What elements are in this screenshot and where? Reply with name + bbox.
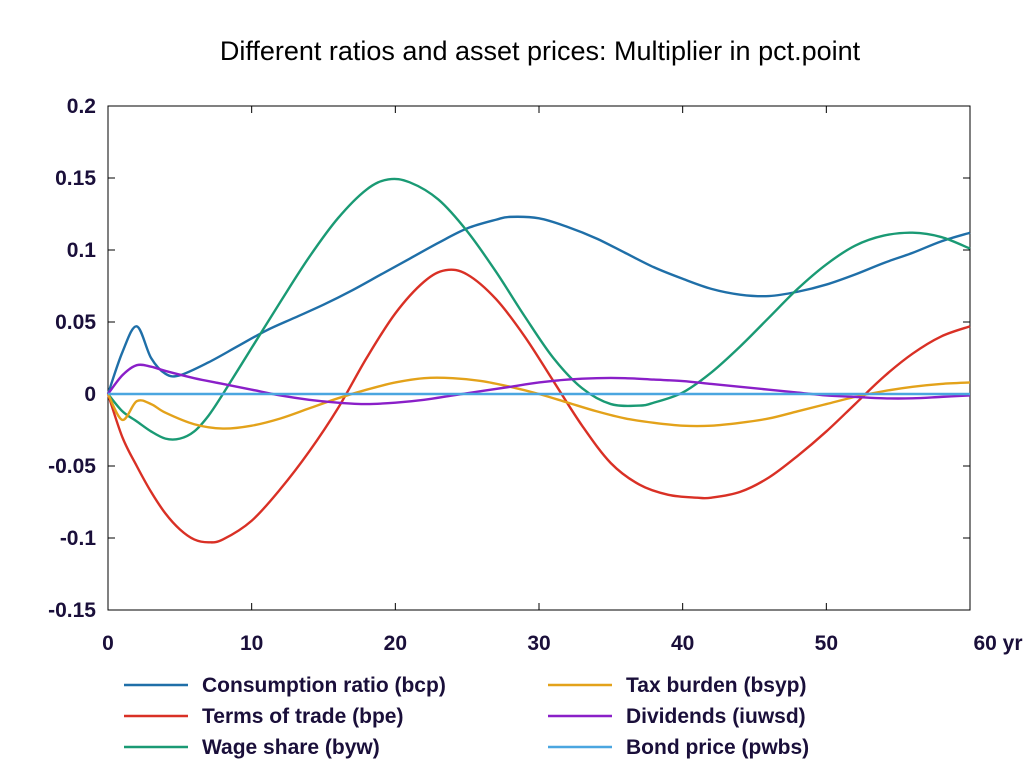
y-tick-label: 0.15: [55, 167, 96, 190]
series-lines: [106, 177, 971, 544]
series-line-3: [106, 376, 971, 430]
x-tick-label: 30: [527, 632, 550, 655]
y-tick-label: 0.2: [67, 95, 96, 118]
legend-label: Terms of trade (bpe): [202, 705, 403, 728]
y-tick-label: -0.1: [60, 527, 97, 550]
y-tick-label: -0.15: [48, 599, 96, 622]
legend-label: Dividends (iuwsd): [626, 705, 806, 728]
y-axis: -0.15 -0.1 -0.05 0 0.05 0.1 0.15 0.2: [48, 95, 970, 622]
legend-label: Tax burden (bsyp): [626, 674, 806, 697]
legend-label: Consumption ratio (bcp): [202, 674, 446, 697]
x-tick-label: 0: [102, 632, 114, 655]
legend-label: Bond price (pwbs): [626, 736, 809, 759]
series-line-1: [106, 268, 971, 544]
series-line-2: [107, 177, 971, 441]
legend: Consumption ratio (bcp) Tax burden (bsyp)…: [124, 674, 809, 759]
y-tick-label: 0.05: [55, 311, 96, 334]
legend-label: Wage share (byw): [202, 736, 380, 759]
x-tick-label: 40: [671, 632, 694, 655]
chart-title: Different ratios and asset prices: Multi…: [220, 36, 861, 66]
x-axis: 0 10 20 30 40 50 60 yr: [102, 106, 1023, 655]
x-tick-label: 10: [240, 632, 263, 655]
x-tick-label: 60 yr: [973, 632, 1022, 655]
y-tick-label: 0.1: [67, 239, 97, 262]
series-line-0: [106, 215, 971, 395]
x-tick-label: 50: [815, 632, 838, 655]
y-tick-label: -0.05: [48, 455, 96, 478]
y-tick-label: 0: [84, 383, 96, 406]
x-tick-label: 20: [384, 632, 407, 655]
